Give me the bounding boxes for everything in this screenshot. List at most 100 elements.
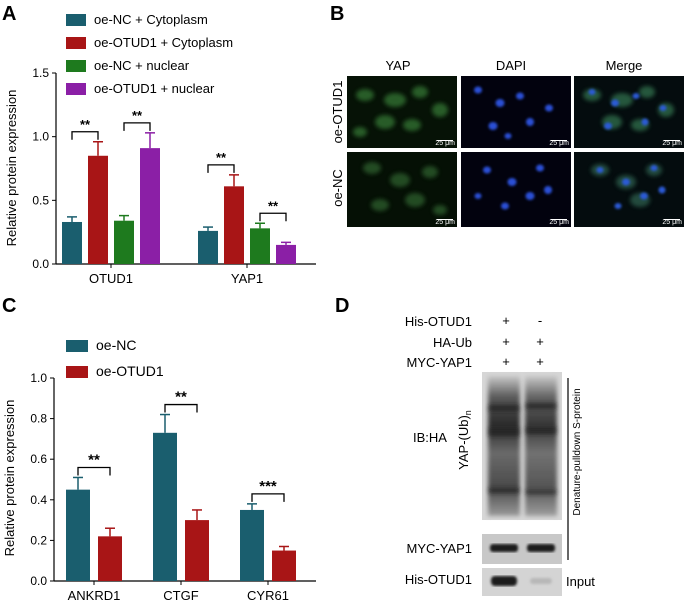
chartC-bar bbox=[185, 520, 209, 581]
pulldown-label: Denature-pulldown S-protein bbox=[572, 388, 583, 515]
chartC-bar bbox=[98, 536, 122, 581]
chartC-significance-label: ** bbox=[175, 389, 187, 406]
chartC-x-tick-label: CYR61 bbox=[247, 588, 289, 603]
chartA-bar bbox=[198, 230, 218, 264]
chartA-bar bbox=[62, 221, 82, 264]
chart-a: oe-NC + Cytoplasm oe-OTUD1 + Cytoplasm oe-… bbox=[4, 12, 316, 286]
chartA-y-tick-label: 0.5 bbox=[32, 193, 49, 207]
chartC-y-tick-label: 0.2 bbox=[30, 533, 47, 547]
lane2-ha-ub-sign: + bbox=[536, 334, 544, 349]
chartC-bar bbox=[240, 509, 264, 581]
chart-c: oe-NC oe-OTUD1 0.0 0.2 0.4 0.6 0.8 1.0 ANKRD1 CT… bbox=[2, 337, 316, 603]
chartC-significance-bracket bbox=[77, 466, 111, 476]
ib-ha-label: IB:HA bbox=[413, 430, 447, 445]
chartC-significance-label: *** bbox=[259, 478, 277, 495]
chartA-y-tick-label: 0.0 bbox=[32, 257, 49, 271]
chartA-significance-bracket bbox=[207, 164, 235, 173]
chartC-legend-label: oe-NC bbox=[96, 337, 136, 353]
yap-ub-label: YAP-(Ub)n bbox=[456, 410, 473, 470]
chartA-bar bbox=[224, 186, 244, 264]
row-label-oe-otud1: oe-OTUD1 bbox=[330, 81, 345, 144]
lane1-his-otud1-sign: + bbox=[502, 313, 510, 328]
chartA-y-tick-label: 1.5 bbox=[32, 66, 49, 80]
chart-a-bars: ** ** ** ** bbox=[62, 108, 296, 264]
chartC-x-tick-label: CTGF bbox=[163, 588, 198, 603]
svg-text:YAP-(Ub)n: YAP-(Ub)n bbox=[456, 410, 473, 470]
chartA-legend-label: oe-OTUD1 + nuclear bbox=[94, 81, 215, 96]
scale-bar-label: 25 μm bbox=[662, 219, 682, 226]
chartC-legend-label: oe-OTUD1 bbox=[96, 363, 164, 379]
myc-yap1-blot-label: MYC-YAP1 bbox=[407, 541, 473, 556]
condition-label-his-otud1: His-OTUD1 bbox=[405, 314, 472, 329]
chartA-bar bbox=[276, 244, 296, 264]
chartA-legend-label: oe-NC + Cytoplasm bbox=[94, 12, 208, 27]
his-otud1-blot bbox=[482, 568, 562, 596]
chartA-legend-swatch bbox=[66, 60, 86, 72]
scale-bar-label: 25 μm bbox=[549, 219, 569, 226]
scale-bar-label: 25 μm bbox=[435, 140, 455, 147]
column-label-dapi: DAPI bbox=[496, 58, 526, 73]
chartC-legend-swatch bbox=[66, 366, 88, 378]
image-merge-oe-nc: 25 μm bbox=[574, 152, 684, 227]
chartA-x-tick-label: OTUD1 bbox=[89, 271, 133, 286]
chartC-bar bbox=[153, 432, 177, 581]
chartA-legend-swatch bbox=[66, 37, 86, 49]
myc-yap1-blot bbox=[482, 534, 562, 564]
chartA-significance-bracket bbox=[71, 131, 99, 140]
chartA-bar bbox=[114, 220, 134, 264]
lane2-myc-yap1-sign: + bbox=[536, 354, 544, 369]
scale-bar-label: 25 μm bbox=[435, 219, 455, 226]
chart-a-y-axis-label: Relative protein expression bbox=[4, 90, 19, 247]
chartA-legend-label: oe-OTUD1 + Cytoplasm bbox=[94, 35, 233, 50]
chartC-y-tick-label: 1.0 bbox=[30, 371, 47, 385]
chart-c-axes: 0.0 0.2 0.4 0.6 0.8 1.0 ANKRD1 CTGF CYR61 bbox=[30, 371, 316, 603]
chartA-significance-bracket bbox=[123, 122, 151, 131]
chartC-significance-bracket bbox=[251, 493, 285, 502]
chart-c-legend: oe-NC oe-OTUD1 bbox=[66, 337, 164, 379]
chartC-bar bbox=[66, 489, 90, 581]
chartC-legend-swatch bbox=[66, 340, 88, 352]
chartA-significance-label: ** bbox=[80, 117, 91, 132]
chartC-y-tick-label: 0.4 bbox=[30, 493, 47, 507]
chartC-y-tick-label: 0.0 bbox=[30, 574, 47, 588]
panel-label-d: D bbox=[335, 295, 349, 317]
image-dapi-oe-nc: 25 μm bbox=[461, 152, 571, 227]
ubiquitination-smear-blot bbox=[482, 372, 562, 520]
image-dapi-oe-otud1: 25 μm bbox=[461, 76, 571, 148]
chartA-significance-bracket bbox=[259, 212, 287, 222]
scale-bar-label: 25 μm bbox=[549, 140, 569, 147]
scale-bar-label: 25 μm bbox=[662, 140, 682, 147]
chartC-significance-bracket bbox=[164, 403, 198, 413]
chartA-legend-label: oe-NC + nuclear bbox=[94, 58, 190, 73]
condition-label-ha-ub: HA-Ub bbox=[433, 335, 472, 350]
western-blot-panel: His-OTUD1 + - HA-Ub + + MYC-YAP1 + + IB:… bbox=[405, 313, 595, 596]
chartA-significance-label: ** bbox=[268, 198, 279, 213]
his-otud1-blot-label: His-OTUD1 bbox=[405, 572, 472, 587]
chartA-x-tick-label: YAP1 bbox=[231, 271, 263, 286]
chartC-x-tick-label: ANKRD1 bbox=[68, 588, 121, 603]
chartC-significance-label: ** bbox=[88, 451, 100, 468]
chartC-bar bbox=[272, 550, 296, 581]
input-label: Input bbox=[566, 574, 595, 589]
column-label-merge: Merge bbox=[606, 58, 643, 73]
image-merge-oe-otud1: 25 μm bbox=[574, 76, 684, 148]
chartA-significance-label: ** bbox=[132, 108, 143, 123]
condition-label-myc-yap1: MYC-YAP1 bbox=[407, 355, 473, 370]
image-yap-oe-otud1: 25 μm bbox=[347, 76, 457, 148]
chart-c-bars: ******* bbox=[66, 389, 296, 581]
chartA-bar bbox=[88, 155, 108, 264]
chartA-significance-label: ** bbox=[216, 150, 227, 165]
lane2-his-otud1-sign: - bbox=[538, 313, 542, 328]
image-yap-oe-nc: 25 μm bbox=[347, 152, 457, 227]
lane1-ha-ub-sign: + bbox=[502, 334, 510, 349]
chart-a-legend: oe-NC + Cytoplasm oe-OTUD1 + Cytoplasm oe-… bbox=[66, 12, 233, 96]
row-label-oe-nc: oe-NC bbox=[330, 169, 345, 207]
panel-label-c: C bbox=[2, 295, 16, 317]
microscopy-panel: YAP DAPI Merge oe-OTUD1 oe-NC 25 μm bbox=[330, 58, 684, 227]
chartA-y-tick-label: 1.0 bbox=[32, 130, 49, 144]
chartA-bar bbox=[140, 148, 160, 264]
chartA-legend-swatch bbox=[66, 83, 86, 95]
lane1-myc-yap1-sign: + bbox=[502, 354, 510, 369]
chartC-y-tick-label: 0.8 bbox=[30, 412, 47, 426]
